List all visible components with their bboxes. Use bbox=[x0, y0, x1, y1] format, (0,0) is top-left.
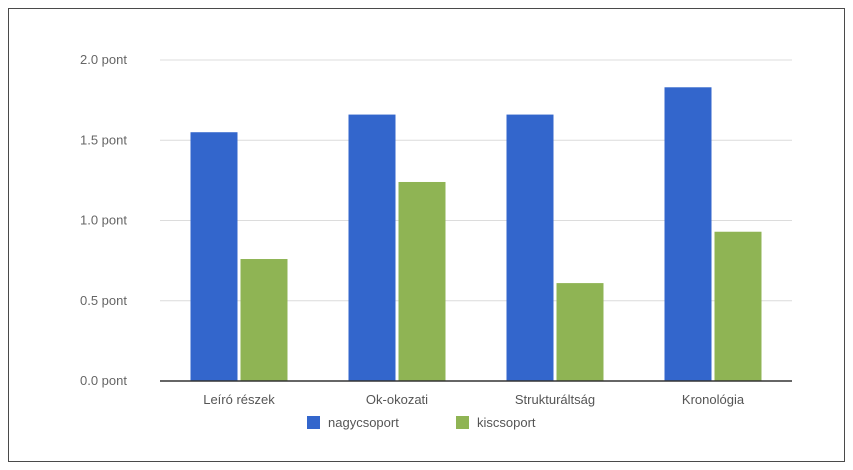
x-tick-label: Kronológia bbox=[682, 392, 745, 407]
bar-nagycsoport-0 bbox=[190, 132, 238, 381]
y-tick-label: 1.0 pont bbox=[80, 213, 127, 228]
legend-swatch-nagycsoport bbox=[307, 416, 320, 429]
bar-kiscsoport-3 bbox=[714, 231, 762, 381]
y-tick-label: 1.5 pont bbox=[80, 132, 127, 147]
x-tick-label: Leíró részek bbox=[203, 392, 275, 407]
bar-nagycsoport-1 bbox=[348, 114, 396, 381]
y-tick-label: 2.0 pont bbox=[80, 52, 127, 67]
legend-label: kiscsoport bbox=[477, 415, 536, 430]
legend-swatch-kiscsoport bbox=[456, 416, 469, 429]
bar-nagycsoport-3 bbox=[664, 87, 712, 381]
x-tick-label: Strukturáltság bbox=[515, 392, 595, 407]
bar-kiscsoport-2 bbox=[556, 283, 604, 381]
y-tick-label: 0.5 pont bbox=[80, 293, 127, 308]
bar-nagycsoport-2 bbox=[506, 114, 554, 381]
bar-kiscsoport-0 bbox=[240, 259, 288, 381]
legend-label: nagycsoport bbox=[328, 415, 399, 430]
bar-kiscsoport-1 bbox=[398, 181, 446, 381]
y-tick-label: 0.0 pont bbox=[80, 373, 127, 388]
x-tick-label: Ok-okozati bbox=[366, 392, 428, 407]
